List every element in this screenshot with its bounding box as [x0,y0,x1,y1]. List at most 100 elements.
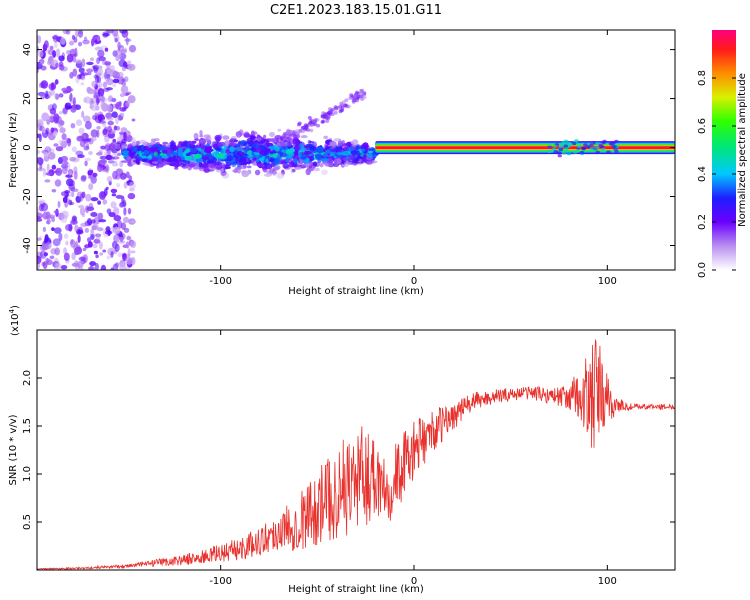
x-tick-label: 0 [411,576,417,587]
heatmap-noise-cell [57,120,64,128]
heatmap-noise-cell [58,64,65,71]
heatmap-band-cell [309,128,314,133]
heatmap-band-cell [126,156,131,160]
y-tick-label: 1.0 [22,466,33,482]
snr-y-scale-close: ) [10,305,21,309]
heatmap-noise-cell [114,243,120,252]
heatmap-noise-cell [42,127,46,134]
heatmap-noise-cell [107,125,112,133]
heatmap-noise-cell [38,200,44,205]
heatmap-noise-cell [61,133,67,141]
heatmap-noise-cell [57,200,61,208]
heatmap-band-cell [206,160,212,164]
heatmap-noise-cell [55,62,59,68]
heatmap-noise-cell [98,68,103,75]
heatmap-band-cell [325,147,329,151]
heatmap-noise-cell [63,252,70,261]
heatmap-noise-cell [54,263,58,270]
heatmap-noise-cell [49,89,56,96]
heatmap-band-cell [294,166,302,170]
heatmap-band-cell [199,130,203,136]
y-tick-label: 1.5 [22,418,33,434]
heatmap-noise-cell [106,78,114,86]
heatmap-noise-cell [126,235,132,241]
heatmap-band-cell [264,173,272,177]
heatmap-band-cell [226,155,234,161]
heatmap-line-cell [579,151,585,155]
heatmap-band-cell [184,141,188,148]
heatmap-noise-cell [62,90,69,94]
heatmap-band-cell [285,153,294,160]
heatmap-noise-cell [113,207,120,214]
heatmap-noise-cell [85,193,92,202]
heatmap-band-cell [257,140,264,145]
heatmap-band-cell [254,140,258,143]
heatmap-noise-cell [107,229,111,236]
heatmap-noise-cell [78,256,87,261]
heatmap-band-cell [214,134,222,142]
heatmap-noise-cell [62,196,68,203]
heatmap-line-cell [557,154,562,158]
heatmap-line-cell [563,147,569,151]
heatmap-noise-cell [68,170,73,176]
heatmap-noise-cell [115,262,119,268]
heatmap-band-cell [370,147,376,152]
colorbar: 0.0 0.2 0.4 0.6 0.8 Normalized spectral ampl… [697,30,748,278]
heatmap-noise-cell [119,172,127,180]
heatmap-band-cell [234,157,239,161]
heatmap-noise-cell [90,103,98,112]
heatmap-line-cell [577,144,582,148]
heatmap-noise-cell [50,82,55,91]
heatmap-noise-cell [94,114,103,124]
heatmap-band-cell [230,142,236,147]
heatmap-band-cell [292,138,300,145]
heatmap-band-cell [148,146,156,152]
heatmap-line-cell [552,144,557,148]
heatmap-band-cell [156,165,160,169]
heatmap-band-cell [316,123,320,128]
heatmap-band-cell [194,145,202,149]
heatmap-noise-cell [114,37,118,43]
heatmap-noise-cell [48,116,54,121]
heatmap-noise-cell [115,170,122,176]
heatmap-noise-cell [61,52,65,60]
heatmap-noise-cell [105,186,109,190]
heatmap-noise-cell [80,175,87,182]
heatmap-noise-cell [113,215,122,222]
heatmap-noise-cell [125,241,130,249]
heatmap-noise-cell [77,74,82,80]
heatmap-noise-cell [102,128,108,135]
heatmap-noise-cell [131,118,136,122]
heatmap-noise-cell [106,255,112,260]
y-tick-label: 2.0 [22,370,33,386]
heatmap-noise-cell [70,239,76,248]
heatmap-line-cell [594,141,600,146]
heatmap-band-cell [337,155,343,158]
heatmap-noise-cell [49,45,54,51]
heatmap-noise-cell [68,191,74,197]
heatmap-band-cell [153,151,158,157]
heatmap-band-cell [284,131,289,136]
heatmap-noise-cell [68,185,75,190]
heatmap-band-cell [313,119,317,124]
heatmap-band-cell [176,145,182,149]
heatmap-noise-cell [112,30,119,37]
x-tick-label: -100 [209,276,232,287]
heatmap-band-cell [313,167,320,172]
heatmap-noise-cell [99,155,107,160]
heatmap-noise-cell [93,66,99,73]
heatmap-noise-cell [91,38,95,47]
heatmap-noise-cell [119,262,126,270]
heatmap-noise-cell [86,138,92,142]
heatmap-band-cell [141,153,146,157]
heatmap-noise-cell [46,59,55,66]
heatmap-marks [37,30,675,270]
heatmap-noise-cell [44,179,51,183]
heatmap-band-cell [247,154,254,158]
heatmap-noise-cell [79,140,86,148]
heatmap-band-cell [151,138,156,142]
svg-text:(x104): (x104) [8,305,21,336]
heatmap-noise-cell [112,78,120,84]
heatmap-noise-cell [45,242,52,250]
heatmap-band-cell [302,163,310,168]
